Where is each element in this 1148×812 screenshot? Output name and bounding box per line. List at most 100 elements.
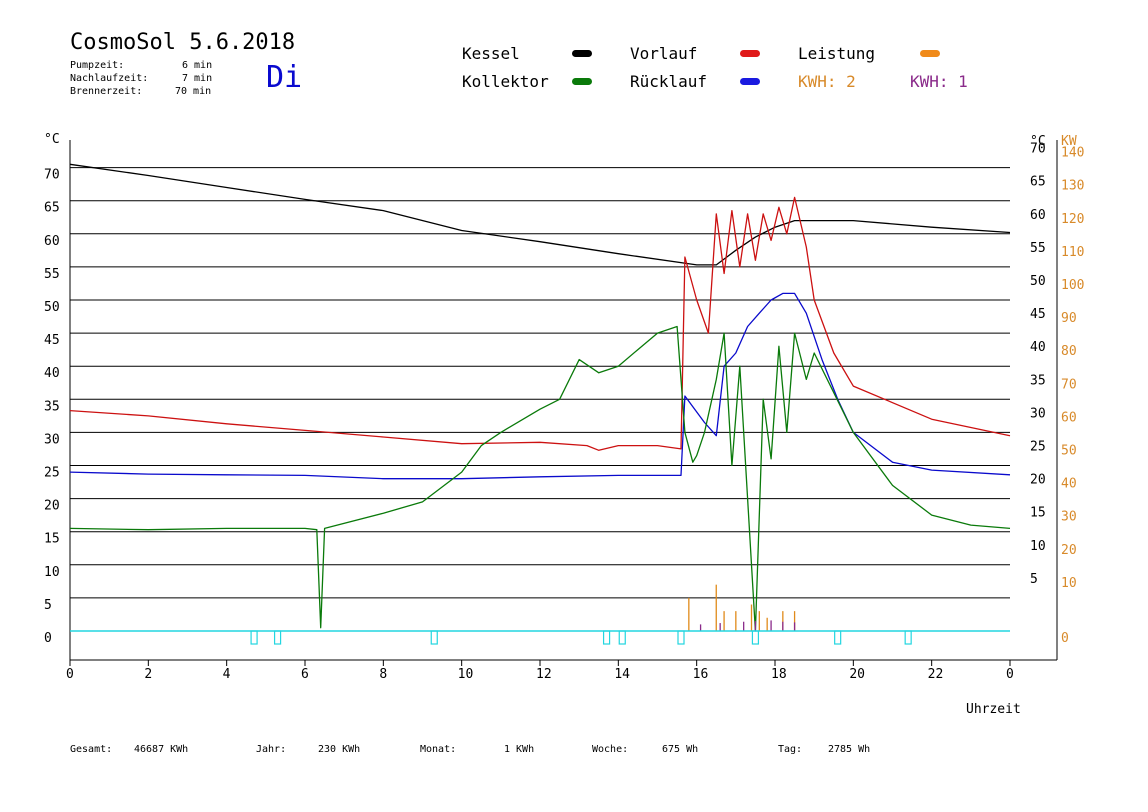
- x-tick-5: 10: [458, 667, 474, 682]
- series-vorlauf: [69, 196, 1011, 451]
- y-tick-left-0: 0: [44, 631, 52, 646]
- y-tick-power-120: 120: [1061, 212, 1084, 227]
- y-tick-power-50: 50: [1061, 444, 1077, 459]
- x-tick-2: 4: [223, 667, 231, 682]
- x-tick-6: 12: [536, 667, 552, 682]
- footer-value-0: 46687 KWh: [134, 744, 189, 755]
- legend-kessel: Kessel: [462, 44, 520, 63]
- y-tick-right-20: 20: [1030, 473, 1046, 488]
- pump-mark-0: [250, 630, 258, 645]
- series-ruecklauf: [69, 292, 1011, 480]
- y-tick-left-25: 25: [44, 466, 60, 481]
- y-tick-power-20: 20: [1061, 543, 1077, 558]
- y-tick-power-130: 130: [1061, 179, 1084, 194]
- y-tick-right-40: 40: [1030, 340, 1046, 355]
- legend-vorlauf-swatch: [740, 50, 760, 57]
- x-tick-9: 18: [771, 667, 787, 682]
- x-tick-8: 16: [693, 667, 709, 682]
- y-tick-right-45: 45: [1030, 307, 1046, 322]
- y-tick-power-10: 10: [1061, 576, 1077, 591]
- legend-leistung: Leistung: [798, 44, 876, 63]
- y-tick-left-50: 50: [44, 300, 60, 315]
- y-tick-right-30: 30: [1030, 406, 1046, 421]
- pump-mark-2: [430, 630, 438, 645]
- y-tick-left-20: 20: [44, 499, 60, 514]
- legend-kollektor: Kollektor: [462, 72, 549, 91]
- x-tick-1: 2: [144, 667, 152, 682]
- y-tick-right-65: 65: [1030, 175, 1046, 190]
- y-tick-left-5: 5: [44, 598, 52, 613]
- footer-label-3: Woche:: [592, 744, 629, 755]
- brennerzeit-label: Brennerzeit:: [70, 86, 143, 97]
- x-tick-7: 14: [614, 667, 630, 682]
- y-tick-right-50: 50: [1030, 274, 1046, 289]
- y-tick-right-35: 35: [1030, 373, 1046, 388]
- y-tick-power-70: 70: [1061, 377, 1077, 392]
- y-tick-left-30: 30: [44, 432, 60, 447]
- left-axis-unit: °C: [44, 132, 60, 147]
- pump-mark-5: [677, 630, 685, 645]
- chart-title: CosmoSol 5.6.2018: [70, 30, 296, 55]
- legend-kwh1: KWH: 1: [910, 72, 968, 91]
- nachlaufzeit-value: 7 min: [182, 73, 213, 84]
- y-tick-left-65: 65: [44, 201, 60, 216]
- legend-kwh2: KWH: 2: [798, 72, 856, 91]
- right-axis-temp-unit: °C: [1030, 134, 1046, 149]
- pump-mark-3: [602, 630, 611, 645]
- y-tick-right-5: 5: [1030, 572, 1038, 587]
- legend-leistung-swatch: [920, 50, 940, 57]
- legend-ruecklauf: Rücklauf: [630, 72, 708, 91]
- y-tick-right-55: 55: [1030, 241, 1046, 256]
- y-tick-left-15: 15: [44, 532, 60, 547]
- footer-label-1: Jahr:: [256, 744, 287, 755]
- y-tick-power-0: 0: [1061, 631, 1069, 646]
- y-tick-power-30: 30: [1061, 510, 1077, 525]
- series-kollektor: [69, 325, 1011, 632]
- y-tick-right-15: 15: [1030, 506, 1046, 521]
- x-tick-0: 0: [66, 667, 74, 682]
- y-tick-left-10: 10: [44, 565, 60, 580]
- pump-mark-1: [273, 630, 282, 645]
- y-tick-left-35: 35: [44, 399, 60, 414]
- y-tick-power-100: 100: [1061, 278, 1084, 293]
- y-tick-power-40: 40: [1061, 477, 1077, 492]
- pump-mark-8: [904, 630, 912, 645]
- y-tick-right-25: 25: [1030, 440, 1046, 455]
- x-axis-label: Uhrzeit: [966, 702, 1021, 717]
- pump-mark-7: [834, 630, 842, 645]
- y-tick-left-45: 45: [44, 333, 60, 348]
- footer-value-3: 675 Wh: [662, 744, 699, 755]
- weekday-label: Di: [266, 60, 303, 95]
- y-tick-right-60: 60: [1030, 208, 1046, 223]
- footer-label-2: Monat:: [420, 744, 457, 755]
- x-tick-4: 8: [379, 667, 387, 682]
- y-tick-power-140: 140: [1061, 146, 1084, 161]
- y-tick-right-70: 70: [1030, 142, 1046, 157]
- pump-mark-6: [751, 630, 760, 645]
- y-tick-right-10: 10: [1030, 539, 1046, 554]
- y-tick-power-90: 90: [1061, 311, 1077, 326]
- right-axis-power-unit: KW: [1061, 134, 1077, 149]
- y-tick-left-55: 55: [44, 267, 60, 282]
- footer-value-4: 2785 Wh: [828, 744, 871, 755]
- y-tick-power-110: 110: [1061, 245, 1084, 260]
- footer-value-2: 1 KWh: [504, 744, 535, 755]
- footer-label-4: Tag:: [778, 744, 803, 755]
- y-tick-power-60: 60: [1061, 410, 1077, 425]
- x-tick-3: 6: [301, 667, 309, 682]
- y-tick-left-70: 70: [44, 168, 60, 183]
- pump-mark-4: [618, 630, 626, 645]
- legend-ruecklauf-swatch: [740, 78, 760, 85]
- legend-vorlauf: Vorlauf: [630, 44, 698, 63]
- footer-label-0: Gesamt:: [70, 744, 113, 755]
- x-tick-12: 0: [1006, 667, 1014, 682]
- x-tick-10: 20: [849, 667, 865, 682]
- footer-value-1: 230 KWh: [318, 744, 361, 755]
- nachlaufzeit-label: Nachlaufzeit:: [70, 73, 149, 84]
- y-tick-left-60: 60: [44, 234, 60, 249]
- pumpzeit-label: Pumpzeit:: [70, 60, 125, 71]
- brennerzeit-value: 70 min: [175, 86, 212, 97]
- x-tick-11: 22: [928, 667, 944, 682]
- y-tick-left-40: 40: [44, 366, 60, 381]
